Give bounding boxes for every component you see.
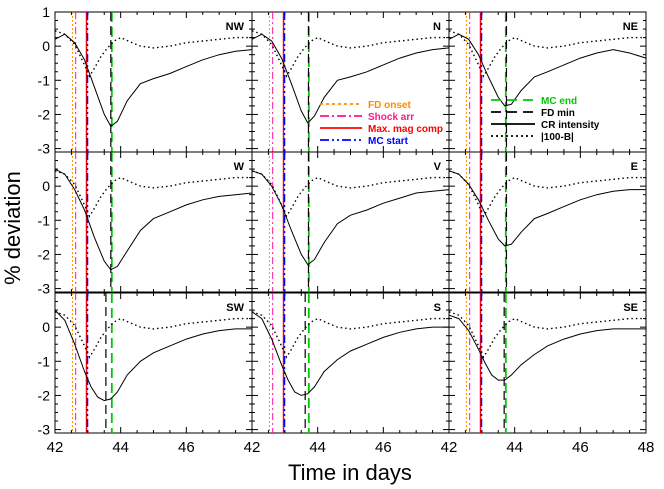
panel-label: SW <box>226 302 244 314</box>
y-tick-label: -3 <box>38 281 51 297</box>
y-tick-label: -1 <box>38 72 51 88</box>
panel-label: NE <box>623 21 638 33</box>
panel-label: E <box>631 161 638 173</box>
panel-w: W <box>54 151 253 293</box>
panel-label: W <box>234 161 245 173</box>
cr-intensity-curve <box>54 33 253 128</box>
x-tick-label: 46 <box>178 439 195 456</box>
legend-label: CR intensity <box>541 120 600 131</box>
x-tick-label: 48 <box>638 439 655 456</box>
b-field-curve <box>251 170 449 218</box>
y-axis-label: % deviation <box>0 171 25 285</box>
b-field-curve <box>448 30 646 78</box>
cr-intensity-curve <box>54 309 252 402</box>
panel-frame <box>448 11 647 153</box>
x-tick-label: 44 <box>309 439 326 456</box>
x-tick-label: 42 <box>244 439 261 456</box>
tick-labels: 10-1-2-30-1-2-30-1-2-342 44 46 42 44 46 42 44 46… <box>38 4 655 456</box>
legend-label: Max. mag comp <box>368 124 443 135</box>
cr-intensity-curve <box>54 168 253 271</box>
y-tick-label: 1 <box>42 4 50 20</box>
y-tick-label: -1 <box>38 353 51 369</box>
legend-label: MC end <box>541 96 577 107</box>
y-tick-label: 0 <box>42 38 50 54</box>
panel-frame <box>448 151 647 293</box>
panel-label: N <box>433 21 441 33</box>
y-tick-label: 0 <box>42 319 50 335</box>
x-tick-label: 42 <box>441 439 458 456</box>
panel-se: SE <box>448 292 647 434</box>
legend-label: MC start <box>368 136 409 147</box>
panel-v: V <box>251 151 450 293</box>
x-axis-label: Time in days <box>288 460 412 485</box>
legend-label: |100-B| <box>541 132 574 143</box>
cr-intensity-curve <box>251 33 450 124</box>
y-tick-label: -2 <box>38 387 51 403</box>
panel-frame <box>54 292 253 434</box>
y-tick-label: 0 <box>42 178 50 194</box>
x-tick-label: 44 <box>112 439 129 456</box>
x-tick-label: 42 <box>47 439 64 456</box>
x-tick-label: 44 <box>506 439 523 456</box>
y-tick-label: -3 <box>38 141 51 157</box>
panel-s: S <box>251 292 450 434</box>
panel-label: NW <box>226 21 245 33</box>
panel-label: SE <box>623 302 638 314</box>
b-field-curve <box>251 311 449 359</box>
cr-intensity-curve <box>251 170 450 266</box>
y-tick-label: -1 <box>38 212 51 228</box>
panel-e: E <box>448 151 647 293</box>
panel-label: S <box>434 302 441 314</box>
panel-frame <box>251 151 450 293</box>
x-tick-label: 46 <box>572 439 589 456</box>
cr-intensity-curve <box>251 311 449 396</box>
x-tick-label: 46 <box>375 439 392 456</box>
cr-intensity-curve <box>448 170 646 247</box>
legend-label: FD onset <box>368 100 411 111</box>
panel-frame <box>54 11 253 153</box>
legend-label: Shock arr <box>368 112 414 123</box>
b-field-curve <box>54 170 252 218</box>
b-field-curve <box>448 311 646 359</box>
panel-frame <box>448 292 647 434</box>
y-tick-label: -2 <box>38 106 51 122</box>
b-field-curve <box>54 30 252 78</box>
b-field-curve <box>448 170 646 218</box>
panel-sw: SW <box>54 292 253 434</box>
panel-nw: NW <box>54 11 253 153</box>
cr-intensity-curve <box>448 314 646 381</box>
panel-frame <box>54 151 253 293</box>
b-field-curve <box>251 30 449 78</box>
panel-frame <box>251 292 450 434</box>
panel-label: V <box>434 161 442 173</box>
cr-intensity-curve <box>448 33 647 107</box>
y-tick-label: -2 <box>38 246 51 262</box>
legend-label: FD min <box>541 108 575 119</box>
y-tick-label: -3 <box>38 422 51 438</box>
b-field-curve <box>54 311 252 359</box>
